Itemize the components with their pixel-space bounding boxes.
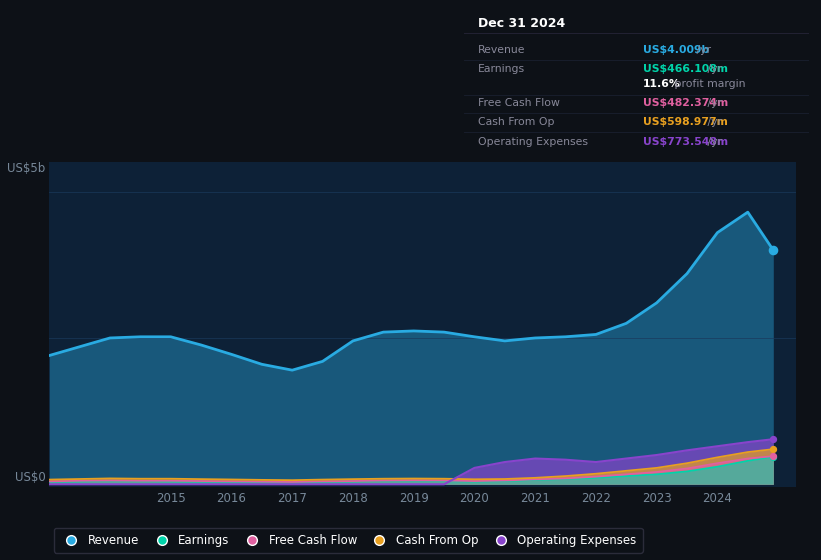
Text: US$4.009b: US$4.009b xyxy=(643,45,709,55)
Text: Operating Expenses: Operating Expenses xyxy=(478,137,588,147)
Text: Cash From Op: Cash From Op xyxy=(478,117,554,127)
Point xyxy=(767,246,780,255)
Text: US$5b: US$5b xyxy=(7,162,45,175)
Text: US$0: US$0 xyxy=(15,471,45,484)
Text: /yr: /yr xyxy=(704,137,722,147)
Legend: Revenue, Earnings, Free Cash Flow, Cash From Op, Operating Expenses: Revenue, Earnings, Free Cash Flow, Cash … xyxy=(53,528,643,553)
Text: /yr: /yr xyxy=(704,64,722,74)
Point xyxy=(767,452,780,461)
Text: 11.6%: 11.6% xyxy=(643,80,681,90)
Point xyxy=(767,435,780,444)
Text: Dec 31 2024: Dec 31 2024 xyxy=(478,17,565,30)
Text: Revenue: Revenue xyxy=(478,45,525,55)
Text: US$466.108m: US$466.108m xyxy=(643,64,728,74)
Text: /yr: /yr xyxy=(704,117,722,127)
Text: /yr: /yr xyxy=(693,45,711,55)
Text: profit margin: profit margin xyxy=(671,80,745,90)
Text: US$773.548m: US$773.548m xyxy=(643,137,728,147)
Text: /yr: /yr xyxy=(704,97,722,108)
Text: US$482.374m: US$482.374m xyxy=(643,97,728,108)
Text: US$598.977m: US$598.977m xyxy=(643,117,728,127)
Point xyxy=(767,452,780,461)
Point xyxy=(767,445,780,454)
Text: Earnings: Earnings xyxy=(478,64,525,74)
Text: Free Cash Flow: Free Cash Flow xyxy=(478,97,560,108)
